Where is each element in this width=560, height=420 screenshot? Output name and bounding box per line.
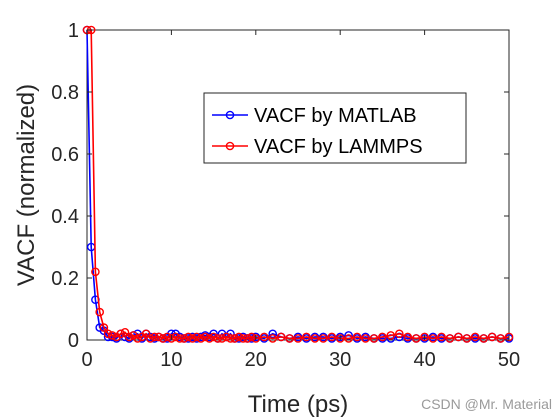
data-point (226, 334, 235, 343)
data-point (120, 327, 130, 337)
data-point (276, 332, 286, 342)
x-tick-label: 0 (81, 349, 92, 371)
data-point (411, 334, 421, 343)
y-tick-label: 0.6 (51, 144, 79, 166)
data-point (196, 334, 206, 343)
data-point (352, 332, 362, 342)
data-point (462, 334, 472, 343)
data-point (209, 332, 218, 342)
data-point (171, 332, 180, 342)
x-tick-label: 50 (498, 349, 520, 371)
legend-box (203, 92, 467, 164)
data-point (116, 329, 126, 339)
y-tick-label: 0.4 (51, 206, 79, 228)
data-point (470, 332, 480, 342)
data-point (454, 332, 463, 342)
data-point (91, 267, 100, 277)
legend-label: VACF by MATLAB (254, 105, 417, 127)
data-point (479, 334, 489, 343)
data-point (394, 329, 404, 339)
legend-label: VACF by LAMMPS (254, 136, 423, 158)
legend-item: VACF by LAMMPS (212, 136, 423, 158)
y-tick-label: 1 (68, 20, 79, 42)
data-point (344, 334, 353, 343)
watermark-text: CSDN @Mr. Material (421, 396, 552, 412)
data-point (145, 334, 155, 343)
data-point (259, 332, 269, 342)
ticks-layer: 0 10 20 30 40 50 0 0.2 0.4 0.6 0.8 1 (51, 20, 520, 371)
data-point (150, 332, 159, 342)
data-point (247, 332, 256, 342)
data-point (200, 332, 210, 342)
legend: VACF by MATLAB VACF by LAMMPS (203, 92, 467, 164)
series-layer (82, 25, 514, 343)
data-point (361, 334, 370, 343)
data-point (175, 334, 185, 343)
y-axis-title: VACF (normalized) (13, 84, 40, 286)
data-point (302, 332, 311, 342)
data-point (285, 334, 294, 343)
data-point (243, 334, 252, 343)
data-point (293, 334, 303, 343)
series-2 (82, 25, 514, 343)
data-point (183, 332, 193, 342)
data-point (318, 334, 328, 343)
x-tick-label: 30 (329, 349, 351, 371)
x-tick-label: 10 (160, 349, 182, 371)
data-point (167, 334, 176, 343)
data-point (205, 334, 214, 343)
data-point (251, 334, 261, 343)
data-point (154, 332, 163, 342)
data-point (403, 332, 413, 342)
data-point (238, 334, 248, 343)
data-point (103, 329, 113, 339)
x-tick-label: 40 (413, 349, 435, 371)
x-tick-label: 20 (245, 349, 267, 371)
plot-area: 0 10 20 30 40 50 0 0.2 0.4 0.6 0.8 1 (51, 20, 520, 371)
plot-frame (86, 29, 510, 341)
data-point (179, 334, 189, 343)
data-point (141, 329, 151, 339)
data-point (95, 307, 104, 317)
data-point (327, 332, 337, 342)
legend-marker (225, 110, 235, 120)
data-point (158, 334, 168, 343)
y-tick-label: 0.8 (51, 82, 79, 104)
y-tick-label: 0 (68, 330, 79, 352)
data-point (213, 334, 223, 343)
data-point (268, 329, 278, 339)
data-point (420, 332, 429, 342)
legend-item: VACF by MATLAB (212, 105, 417, 127)
data-point (162, 332, 172, 342)
data-point (230, 334, 239, 343)
data-point (487, 332, 497, 342)
x-axis-title: Time (ps) (248, 391, 348, 418)
data-point (268, 334, 278, 343)
data-point (108, 331, 117, 340)
data-point (428, 334, 438, 343)
data-point (188, 334, 197, 343)
legend-marker (225, 141, 235, 151)
data-point (192, 332, 201, 342)
data-point (369, 334, 379, 343)
data-point (386, 331, 396, 340)
data-point (310, 334, 320, 343)
y-tick-label: 0.2 (51, 268, 79, 290)
data-point (124, 332, 134, 342)
data-point (335, 334, 345, 343)
data-point (496, 334, 505, 343)
data-point (99, 323, 109, 332)
data-point (217, 334, 227, 343)
data-point (133, 334, 142, 343)
data-point (221, 332, 231, 342)
data-point (437, 332, 446, 342)
data-point (445, 334, 455, 343)
data-point (234, 332, 244, 342)
data-point (378, 332, 387, 342)
